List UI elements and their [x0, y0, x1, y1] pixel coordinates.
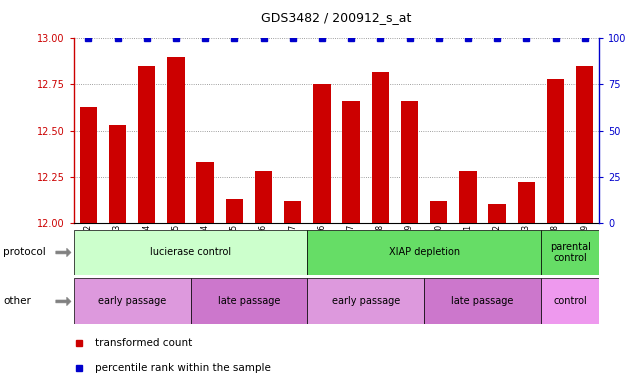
Text: lucierase control: lucierase control — [150, 247, 231, 258]
Text: transformed count: transformed count — [95, 338, 192, 348]
Bar — [430, 200, 447, 223]
Bar — [401, 101, 419, 223]
Bar — [541, 230, 599, 275]
Bar — [547, 79, 564, 223]
Bar — [576, 66, 594, 223]
Bar — [372, 71, 389, 223]
Text: XIAP depletion: XIAP depletion — [388, 247, 460, 258]
Bar — [196, 162, 214, 223]
Text: percentile rank within the sample: percentile rank within the sample — [95, 362, 271, 373]
Bar — [313, 84, 331, 223]
Text: early passage: early passage — [331, 296, 400, 306]
Bar — [488, 204, 506, 223]
Bar — [74, 278, 190, 324]
Text: late passage: late passage — [451, 296, 513, 306]
Bar — [307, 278, 424, 324]
Text: protocol: protocol — [3, 247, 46, 258]
Bar — [190, 278, 307, 324]
Bar — [109, 125, 126, 223]
Bar — [517, 182, 535, 223]
Text: other: other — [3, 296, 31, 306]
Bar — [459, 171, 477, 223]
Bar — [167, 57, 185, 223]
Bar — [226, 199, 243, 223]
Text: parental
control: parental control — [550, 242, 590, 263]
Bar — [307, 230, 541, 275]
Text: early passage: early passage — [98, 296, 166, 306]
Bar — [79, 107, 97, 223]
Bar — [138, 66, 156, 223]
Bar — [342, 101, 360, 223]
Bar — [284, 200, 301, 223]
Bar — [254, 171, 272, 223]
Text: control: control — [553, 296, 587, 306]
Text: late passage: late passage — [218, 296, 280, 306]
Bar — [74, 230, 307, 275]
Bar — [424, 278, 541, 324]
Text: GDS3482 / 200912_s_at: GDS3482 / 200912_s_at — [262, 12, 412, 25]
Bar — [541, 278, 599, 324]
